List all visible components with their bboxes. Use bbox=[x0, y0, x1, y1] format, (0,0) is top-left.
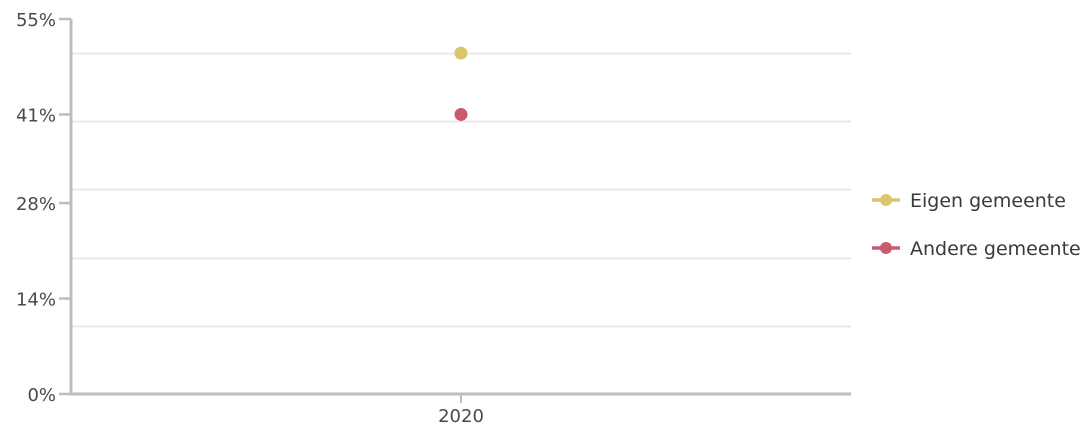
x-tick-label: 2020 bbox=[438, 406, 484, 426]
data-point-eigen-gemeente[interactable] bbox=[454, 46, 468, 60]
legend-point-marker bbox=[880, 194, 892, 206]
axes bbox=[69, 19, 851, 396]
legend-label: Andere gemeente bbox=[910, 238, 1081, 260]
gridlines bbox=[71, 52, 851, 328]
y-tick-label: 28% bbox=[16, 194, 56, 215]
data-point-andere-gemeente[interactable] bbox=[454, 107, 468, 121]
y-tick-label: 0% bbox=[27, 385, 56, 406]
legend-point-marker bbox=[880, 242, 892, 254]
data-points bbox=[454, 46, 468, 121]
legend-label: Eigen gemeente bbox=[910, 190, 1066, 212]
y-tick-label: 41% bbox=[16, 105, 56, 126]
y-tick-label: 14% bbox=[16, 290, 56, 311]
x-axis-ticks: 2020 bbox=[438, 394, 484, 426]
legend-item[interactable]: Andere gemeente bbox=[872, 238, 1081, 260]
legend-item[interactable]: Eigen gemeente bbox=[872, 190, 1066, 212]
y-axis-ticks: 0% 14% 28% 41% 55% bbox=[16, 10, 71, 406]
y-tick-label: 55% bbox=[16, 10, 56, 31]
legend: Eigen gemeente Andere gemeente bbox=[872, 190, 1081, 260]
